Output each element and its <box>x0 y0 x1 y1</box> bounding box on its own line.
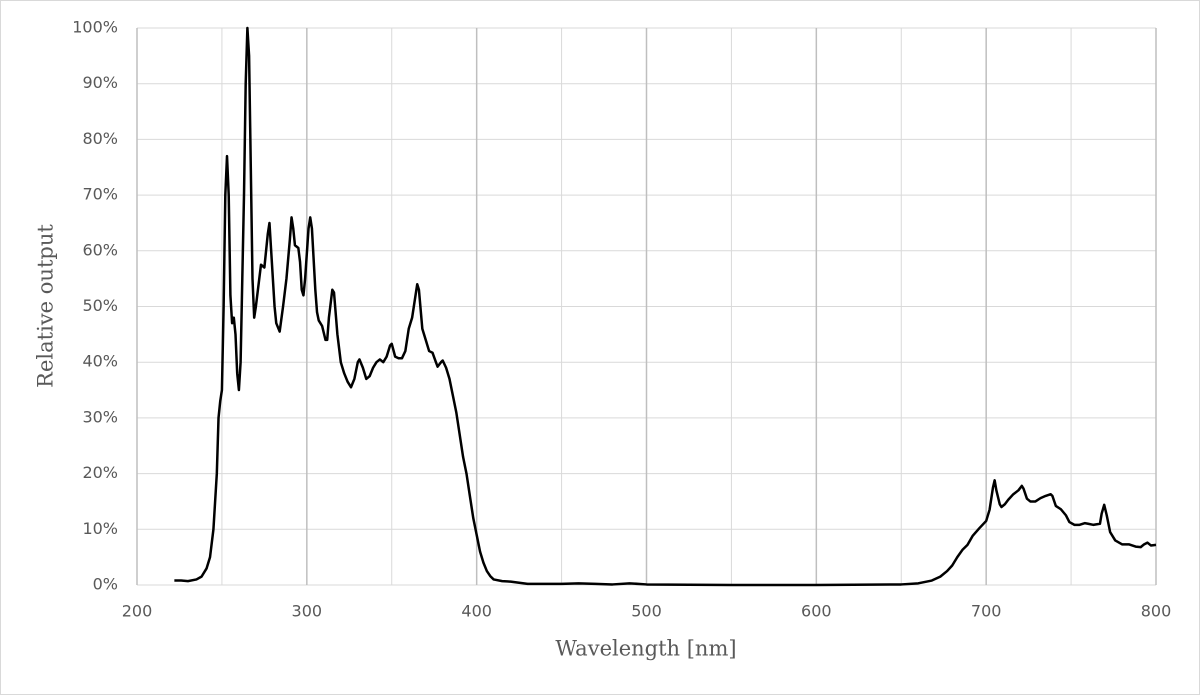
y-tick-label: 70% <box>82 185 118 204</box>
x-tick-label: 700 <box>971 602 1002 621</box>
y-tick-label: 100% <box>72 18 118 37</box>
y-tick-label: 40% <box>82 352 118 371</box>
y-tick-label: 30% <box>82 407 118 426</box>
y-tick-label: 80% <box>82 129 118 148</box>
y-axis-title: Relative output <box>34 224 58 388</box>
x-tick-label: 300 <box>292 602 323 621</box>
x-tick-label: 500 <box>631 602 662 621</box>
x-tick-label: 800 <box>1141 602 1172 621</box>
y-tick-label: 20% <box>82 463 118 482</box>
y-tick-label: 0% <box>93 575 118 594</box>
y-tick-label: 90% <box>82 73 118 92</box>
x-tick-label: 400 <box>461 602 492 621</box>
spectrum-line <box>174 26 1157 587</box>
x-axis-title: Wavelength [nm] <box>555 637 736 661</box>
y-tick-label: 50% <box>82 296 118 315</box>
x-tick-label: 200 <box>122 602 153 621</box>
x-tick-label: 600 <box>801 602 832 621</box>
y-tick-label: 10% <box>82 519 118 538</box>
y-tick-label: 60% <box>82 240 118 259</box>
